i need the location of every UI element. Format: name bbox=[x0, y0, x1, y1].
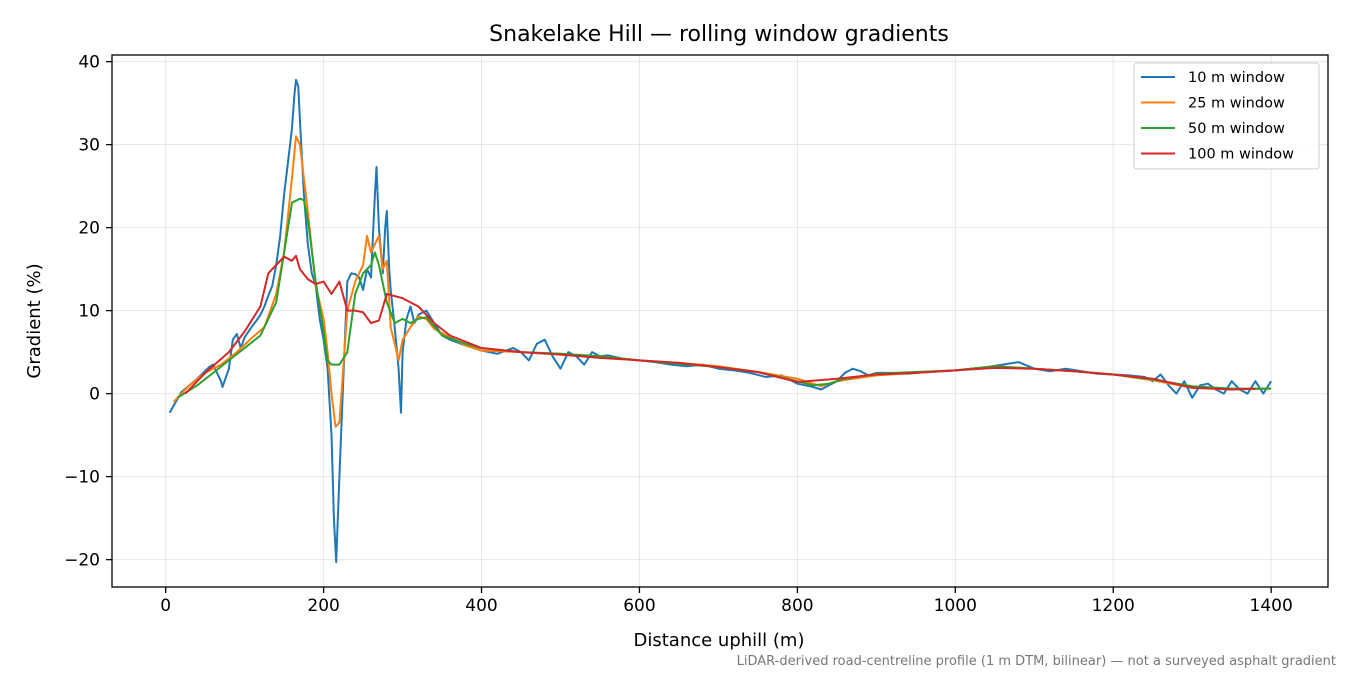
gridlines bbox=[112, 55, 1328, 587]
y-tick-label: 0 bbox=[89, 385, 100, 405]
series-lines bbox=[168, 78, 1272, 564]
x-tick-label: 0 bbox=[160, 596, 171, 616]
legend-label: 50 m window bbox=[1188, 121, 1285, 137]
x-tick-label: 600 bbox=[623, 596, 655, 616]
x-tick-label: 1400 bbox=[1250, 596, 1293, 616]
chart-title: Snakelake Hill — rolling window gradient… bbox=[489, 22, 949, 47]
legend-label: 25 m window bbox=[1188, 96, 1285, 112]
y-tick-label: −10 bbox=[64, 468, 100, 488]
series-line bbox=[184, 254, 1256, 395]
y-tick-label: 30 bbox=[78, 136, 100, 156]
legend-label: 100 m window bbox=[1188, 147, 1294, 163]
y-tick-label: 10 bbox=[78, 302, 100, 322]
legend-box bbox=[1133, 62, 1320, 170]
x-tick-label: 400 bbox=[465, 596, 497, 616]
plot-frame bbox=[111, 54, 1329, 588]
series-line bbox=[168, 78, 1272, 564]
legend: 10 m window 25 m window 50 m window 100 m w… bbox=[1133, 62, 1320, 170]
x-axis-label: Distance uphill (m) bbox=[634, 630, 805, 651]
x-tick-label: 200 bbox=[307, 596, 339, 616]
y-tick-label: −20 bbox=[64, 551, 100, 571]
y-axis-label: Gradient (%) bbox=[24, 263, 45, 378]
x-tick-label: 1200 bbox=[1092, 596, 1135, 616]
legend-label: 10 m window bbox=[1188, 70, 1285, 86]
y-tick-label: 40 bbox=[78, 53, 100, 73]
x-tick-label: 1000 bbox=[934, 596, 977, 616]
source-footnote: LiDAR-derived road-centreline profile (1… bbox=[737, 654, 1336, 669]
y-tick-label: 20 bbox=[78, 219, 100, 239]
x-tick-label: 800 bbox=[781, 596, 813, 616]
series-line bbox=[172, 135, 1272, 428]
axis-ticks: 0 200 400 600 800 1000 1200 1400 −20 −10 0 10 20 30 40 bbox=[64, 53, 1293, 616]
